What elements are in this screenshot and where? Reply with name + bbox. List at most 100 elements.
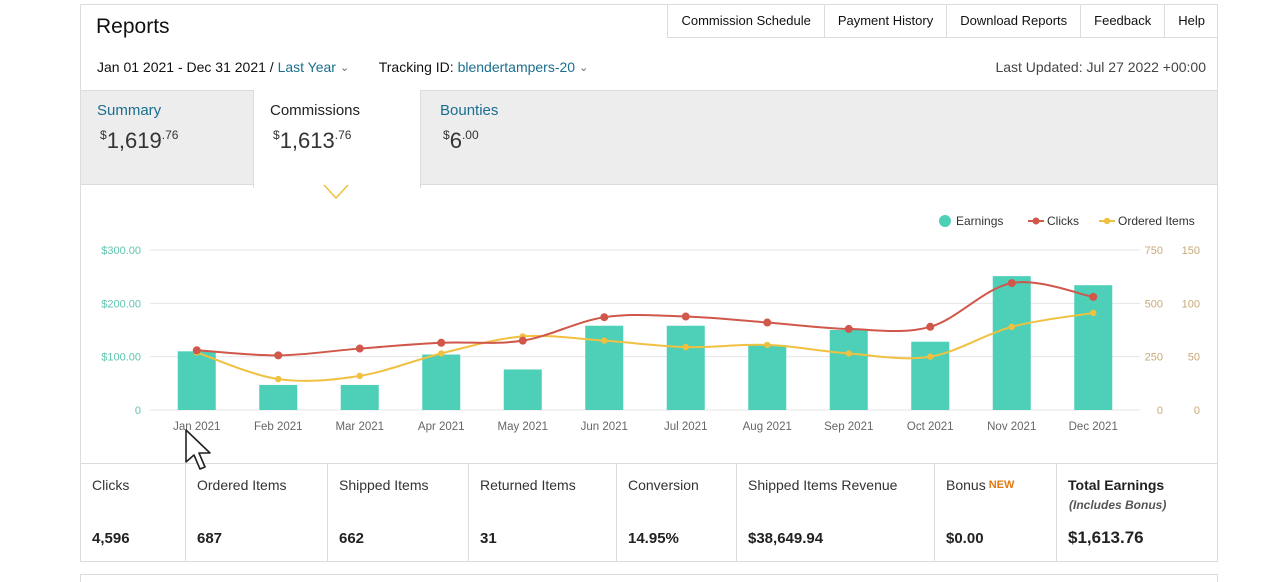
- payment-history-link[interactable]: Payment History: [823, 4, 947, 38]
- tracking-id-select[interactable]: blendertampers-20 ⌄: [458, 59, 589, 75]
- tab-commissions-label: Commissions: [270, 102, 361, 119]
- clicks-point: [844, 324, 853, 333]
- tab-summary-label: Summary: [97, 102, 162, 119]
- amount-cents: .76: [161, 128, 179, 142]
- new-badge: NEW: [988, 479, 1015, 491]
- clicks-point: [926, 322, 935, 331]
- ordered-items-point: [275, 375, 282, 383]
- y-tick-label: $200.00: [101, 298, 141, 310]
- page-title: Reports: [96, 15, 170, 38]
- ordered-items-line: [196, 311, 1094, 382]
- clicks-point: [600, 313, 609, 322]
- y-tick-label: $300.00: [101, 245, 141, 257]
- earnings-chart: 0 $100.00 $200.00 $300.00 0 250 500 750 0 50 100 15…: [101, 214, 1200, 433]
- stat-sublabel: (Includes Bonus): [1069, 498, 1167, 512]
- stat-bonus: Bonus NEW $0.00: [935, 464, 1057, 561]
- y2-tick-label: 750: [1145, 245, 1163, 257]
- chevron-down-icon: ⌄: [339, 62, 350, 74]
- stat-conversion: Conversion 14.95%: [617, 464, 737, 561]
- earnings-bar: [177, 351, 216, 410]
- earnings-bar: [259, 384, 298, 410]
- earnings-bar: [503, 369, 542, 410]
- feedback-link[interactable]: Feedback: [1080, 4, 1165, 38]
- y2-tick-label: 250: [1145, 352, 1163, 364]
- y-tick-label: 0: [135, 405, 141, 417]
- ordered-items-point: [764, 341, 771, 349]
- clicks-point: [355, 344, 364, 353]
- clicks-point: [192, 346, 201, 355]
- x-tick-label: Jul 2021: [664, 421, 707, 433]
- stat-value: $1,613.76: [1068, 528, 1144, 547]
- clicks-line: [196, 281, 1094, 357]
- tracking-id-label: Tracking ID:: [378, 59, 454, 75]
- date-range-select-label: Last Year: [277, 59, 336, 75]
- report-tabs-bar: [81, 90, 1217, 185]
- download-reports-link[interactable]: Download Reports: [946, 4, 1081, 38]
- amount-cents: .76: [334, 128, 352, 142]
- report-filters: Jan 01 2021 - Dec 31 2021 / Last Year ⌄ T…: [97, 59, 588, 75]
- ordered-items-point: [927, 353, 934, 360]
- y3-tick-label: 100: [1182, 298, 1200, 310]
- ordered-items-point: [438, 350, 445, 357]
- range-separator: /: [269, 59, 274, 75]
- stats-row: Clicks 4,596 Ordered Items 687 Shipped I…: [81, 463, 1217, 561]
- x-tick-label: Sep 2021: [824, 421, 873, 433]
- y-tick-label: $100.00: [101, 352, 141, 364]
- tab-bounties[interactable]: Bounties $6.00: [424, 90, 594, 185]
- x-tick-label: Jan 2021: [173, 421, 220, 433]
- x-tick-label: Nov 2021: [987, 421, 1036, 433]
- currency-symbol: $: [100, 128, 107, 142]
- stat-label: Bonus NEW: [946, 477, 1014, 493]
- earnings-bar: [666, 325, 705, 410]
- date-range-select[interactable]: Last Year ⌄: [278, 59, 350, 75]
- ordered-items-point: [1090, 309, 1097, 317]
- stat-value: 31: [480, 530, 497, 547]
- tab-summary-amount: $1,619.76: [100, 128, 178, 154]
- stat-shipped-items: Shipped Items 662: [328, 464, 469, 561]
- ordered-items-point: [601, 337, 608, 344]
- y3-tick-label: 50: [1188, 352, 1200, 364]
- y3-tick-label: 150: [1182, 245, 1200, 257]
- y2-tick-label: 0: [1157, 405, 1163, 417]
- earnings-bar: [422, 354, 461, 410]
- amount-cents: .00: [461, 128, 479, 142]
- clicks-point: [274, 351, 283, 360]
- clicks-point: [518, 336, 527, 345]
- stat-label: Returned Items: [480, 477, 576, 493]
- tab-bounties-label: Bounties: [440, 102, 499, 119]
- date-range: Jan 01 2021 - Dec 31 2021: [97, 59, 266, 75]
- mouse-cursor-icon: [185, 429, 211, 470]
- clicks-point: [681, 312, 690, 321]
- legend-earnings-marker: [939, 215, 951, 227]
- ordered-items-point: [1008, 323, 1015, 330]
- tab-summary[interactable]: Summary $1,619.76: [81, 90, 251, 185]
- stat-label: Ordered Items: [197, 477, 287, 493]
- help-link[interactable]: Help: [1164, 4, 1218, 38]
- earnings-bar: [992, 276, 1031, 410]
- stat-label: Shipped Items Revenue: [748, 477, 898, 493]
- stat-label: Clicks: [92, 477, 130, 493]
- stat-value: 662: [339, 530, 365, 547]
- stat-label: Total Earnings: [1068, 477, 1165, 493]
- stat-label: Conversion: [628, 477, 699, 493]
- stat-value: $0.00: [946, 530, 984, 547]
- earnings-bar: [748, 344, 787, 410]
- earnings-bar: [1074, 285, 1113, 410]
- amount-whole: 1,619: [106, 128, 162, 153]
- ordered-items-point: [356, 372, 363, 380]
- stat-shipped-items-revenue: Shipped Items Revenue $38,649.94: [737, 464, 935, 561]
- last-updated: Last Updated: Jul 27 2022 +00:00: [995, 59, 1206, 75]
- clicks-point: [437, 338, 446, 347]
- y3-tick-label: 0: [1194, 405, 1200, 417]
- stat-value: 687: [197, 530, 223, 547]
- stat-value: 14.95%: [628, 530, 679, 547]
- currency-symbol: $: [273, 128, 280, 142]
- top-nav: Commission Schedule Payment History Down…: [667, 4, 1218, 38]
- ordered-items-point: [845, 350, 852, 357]
- commission-schedule-link[interactable]: Commission Schedule: [667, 4, 824, 38]
- tab-commissions[interactable]: Commissions $1,613.76: [253, 90, 421, 188]
- amount-whole: 1,613: [279, 128, 335, 153]
- legend-clicks-marker: [1032, 217, 1040, 225]
- tab-commissions-amount: $1,613.76: [273, 128, 351, 154]
- legend-ordered-items-label: Ordered Items: [1118, 214, 1195, 228]
